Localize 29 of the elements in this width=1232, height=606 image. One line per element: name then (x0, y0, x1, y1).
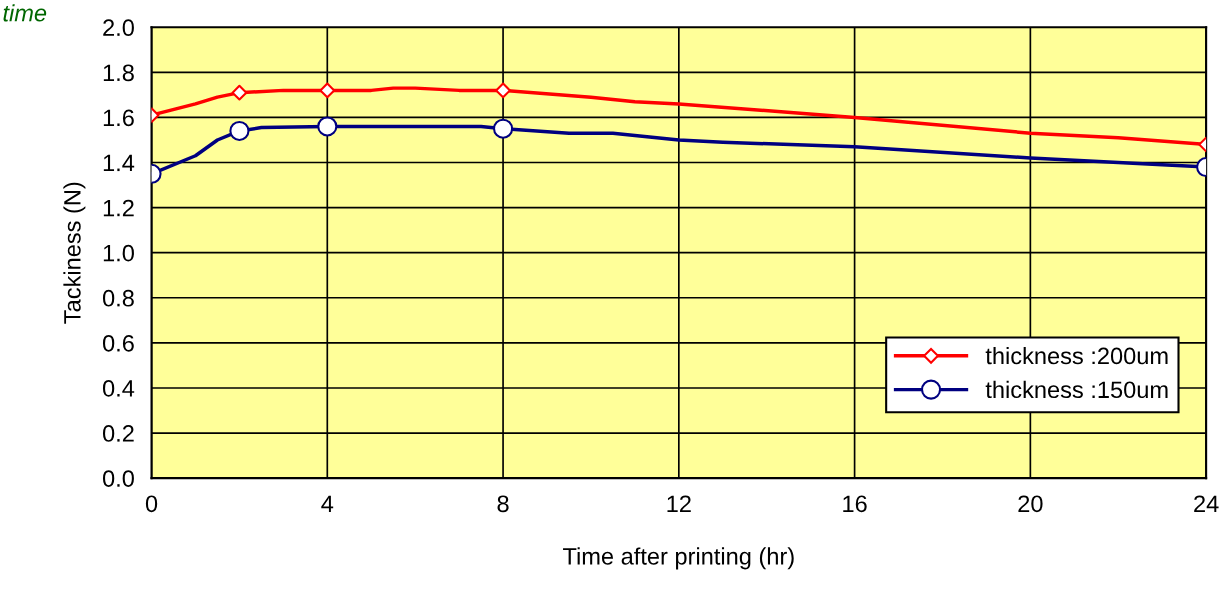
x-tick-label: 12 (667, 495, 691, 512)
point (229, 120, 250, 142)
y-tick-label: 1.0 (103, 244, 134, 262)
legend-label: thickness :200um (985, 346, 1168, 365)
y-tick-label: 0.2 (102, 425, 134, 442)
point (495, 82, 511, 99)
y-tick-label: 1.2 (103, 199, 134, 217)
y-tick-label: 1.6 (103, 109, 134, 127)
y-tick-label: 1.8 (103, 64, 134, 82)
y-tick-label: 0.8 (102, 289, 134, 307)
point (317, 116, 338, 137)
x-tick-label: 24 (1194, 495, 1219, 512)
legend-label: thickness :150um (985, 380, 1168, 399)
x-tick-label: 0 (145, 495, 158, 513)
point (231, 84, 248, 101)
text: time (3, 4, 47, 22)
x-tick-label: 16 (843, 495, 867, 513)
y-tick-label: 0.6 (102, 334, 134, 352)
y-tick-label: 0.0 (102, 470, 134, 487)
point (493, 118, 514, 139)
x-tick-label: 20 (1018, 495, 1043, 513)
x-tick-label: 4 (321, 495, 334, 512)
y-tick-label: 1.4 (103, 154, 135, 172)
y-tick-label: 2.0 (103, 19, 134, 37)
y-axis-title: Tackiness (N) (63, 182, 86, 324)
x-axis-title: Time after printing (hr) (563, 547, 794, 570)
y-tick-label: 0.4 (102, 380, 135, 397)
point (319, 82, 336, 99)
x-tick-label: 8 (497, 495, 509, 513)
